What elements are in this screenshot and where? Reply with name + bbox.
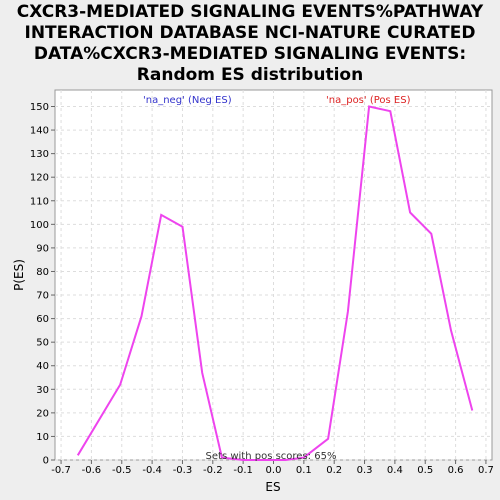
y-tick-label: 80 (36, 267, 49, 278)
x-tick-label: -0.6 (82, 465, 102, 476)
y-tick-label: 150 (30, 102, 49, 113)
chart-title-line: CXCR3-MEDIATED SIGNALING EVENTS%PATHWAY (16, 2, 484, 22)
y-tick-label: 60 (36, 314, 49, 325)
neg-es-label: 'na_neg' (Neg ES) (143, 95, 232, 106)
x-tick-label: 0.3 (357, 465, 373, 476)
pos-es-label: 'na_pos' (Pos ES) (326, 95, 411, 106)
x-tick-label: -0.5 (112, 465, 132, 476)
y-tick-label: 130 (30, 149, 49, 160)
y-tick-label: 20 (36, 408, 49, 419)
y-tick-label: 30 (36, 385, 49, 396)
x-tick-label: 0.1 (296, 465, 312, 476)
chart-title-line: Random ES distribution (136, 65, 364, 85)
x-axis-ticks: -0.7 -0.6 -0.5 -0.4 -0.3 -0.2 -0.1 0.0 0.1 0.2 0.3… (51, 460, 494, 476)
y-tick-label: 120 (30, 173, 49, 184)
x-tick-label: 0.7 (478, 465, 494, 476)
x-axis-label: ES (265, 480, 280, 494)
x-tick-label: 0.2 (326, 465, 342, 476)
y-axis-ticks: 0 10 20 30 40 50 60 70 80 90 100 110 120 130 140 150 (30, 102, 55, 467)
x-tick-label: -0.3 (173, 465, 193, 476)
chart-title-line: DATA%CXCR3-MEDIATED SIGNALING EVENTS: (33, 44, 467, 64)
x-tick-label: 0.5 (417, 465, 433, 476)
y-tick-label: 70 (36, 291, 49, 302)
x-tick-label: -0.1 (233, 465, 253, 476)
y-tick-label: 100 (30, 220, 49, 231)
pos-scores-note: Sets with pos scores: 65% (206, 451, 337, 462)
x-tick-label: 0.0 (266, 465, 282, 476)
x-tick-label: -0.4 (142, 465, 162, 476)
x-tick-label: 0.6 (448, 465, 464, 476)
y-tick-label: 140 (30, 126, 49, 137)
chart-title: CXCR3-MEDIATED SIGNALING EVENTS%PATHWAY … (0, 2, 500, 86)
y-axis-label: P(ES) (12, 259, 26, 291)
y-tick-label: 10 (36, 432, 49, 443)
x-tick-label: 0.4 (387, 465, 403, 476)
y-tick-label: 40 (36, 361, 49, 372)
x-tick-label: -0.2 (203, 465, 223, 476)
x-tick-label: -0.7 (51, 465, 71, 476)
series-line (76, 105, 474, 461)
y-tick-label: 50 (36, 338, 49, 349)
y-tick-label: 110 (30, 196, 49, 207)
y-tick-label: 0 (43, 456, 49, 467)
chart-title-line: INTERACTION DATABASE NCI-NATURE CURATED (24, 23, 476, 43)
y-tick-label: 90 (36, 243, 49, 254)
